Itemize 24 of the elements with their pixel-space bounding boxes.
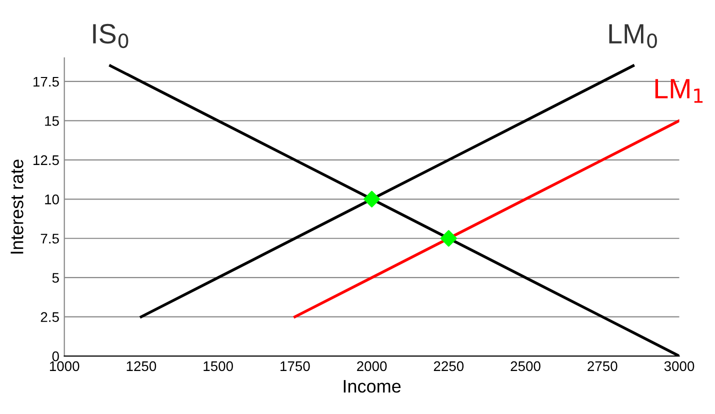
y-tick-label: 10 (45, 194, 59, 204)
y-tick-label: 17.5 (34, 76, 59, 87)
y-tick-label: 2.5 (40, 312, 59, 322)
x-tick-label: 1250 (126, 361, 156, 372)
x-tick-label: 2000 (357, 361, 387, 372)
x-tick-label: 2500 (510, 361, 540, 372)
y-tick-label: 5 (52, 273, 59, 283)
series-label: LM$_{0}$ (609, 24, 657, 48)
x-tick-label: 1500 (204, 361, 233, 372)
y-tick-label: 0 (52, 351, 59, 362)
x-axis-title: Income (344, 380, 401, 393)
y-tick-label: 15 (45, 116, 59, 126)
x-tick-label: 2750 (588, 361, 618, 372)
series-label: LM$_{1}$ (655, 79, 703, 103)
y-axis-title: Interest rate (10, 160, 24, 254)
series-label: IS$_{0}$ (93, 24, 128, 48)
line-series (294, 119, 680, 318)
x-tick-label: 1750 (280, 361, 310, 372)
x-tick-label: 3000 (664, 361, 694, 372)
y-tick-label: 7.5 (40, 234, 59, 244)
x-tick-label: 2250 (434, 361, 464, 372)
y-tick-label: 12.5 (34, 155, 59, 166)
x-tick-label: 1000 (50, 361, 80, 372)
line-series (140, 64, 635, 318)
